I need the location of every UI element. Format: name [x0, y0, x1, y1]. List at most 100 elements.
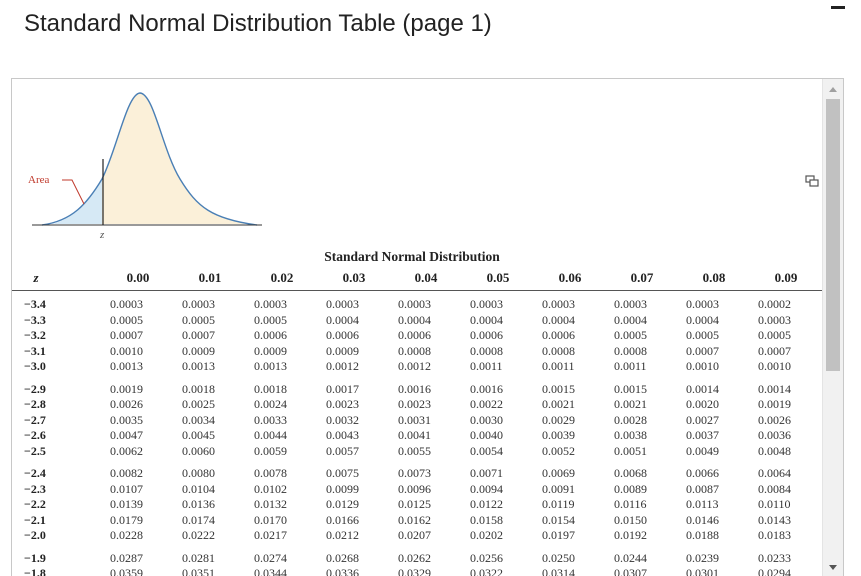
probability-cell: 0.0154: [542, 513, 602, 528]
probability-cell: 0.0005: [110, 313, 170, 328]
probability-cell: 0.0009: [182, 344, 242, 359]
probability-cell: 0.0010: [110, 344, 170, 359]
probability-cell: 0.0073: [398, 466, 458, 481]
probability-cell: 0.0071: [470, 466, 530, 481]
probability-cell: 0.0008: [542, 344, 602, 359]
table-viewer: Area z Standard Normal Distribution z 0.…: [11, 78, 844, 576]
column-header: 0.09: [750, 270, 822, 286]
chevron-down-icon[interactable]: [829, 565, 837, 570]
probability-cell: 0.0006: [470, 328, 530, 343]
probability-cell: 0.0212: [326, 528, 386, 543]
probability-cell: 0.0179: [110, 513, 170, 528]
scrollbar-thumb[interactable]: [826, 99, 840, 371]
probability-cell: 0.0026: [110, 397, 170, 412]
probability-cell: 0.0188: [686, 528, 746, 543]
probability-cell: 0.0010: [758, 359, 818, 374]
probability-cell: 0.0233: [758, 551, 818, 566]
probability-cell: 0.0004: [398, 313, 458, 328]
z-value-cell: −2.2: [24, 497, 64, 512]
normal-curve-figure: [12, 79, 272, 239]
minimize-icon[interactable]: [831, 6, 845, 9]
probability-cell: 0.0012: [326, 359, 386, 374]
probability-cell: 0.0192: [614, 528, 674, 543]
probability-cell: 0.0009: [254, 344, 314, 359]
probability-cell: 0.0005: [614, 328, 674, 343]
probability-cell: 0.0104: [182, 482, 242, 497]
probability-cell: 0.0064: [758, 466, 818, 481]
probability-cell: 0.0268: [326, 551, 386, 566]
z-value-cell: −1.9: [24, 551, 64, 566]
probability-cell: 0.0004: [614, 313, 674, 328]
probability-cell: 0.0091: [542, 482, 602, 497]
probability-cell: 0.0051: [614, 444, 674, 459]
probability-cell: 0.0222: [182, 528, 242, 543]
probability-cell: 0.0136: [182, 497, 242, 512]
probability-cell: 0.0029: [542, 413, 602, 428]
probability-cell: 0.0062: [110, 444, 170, 459]
probability-cell: 0.0005: [758, 328, 818, 343]
probability-cell: 0.0026: [758, 413, 818, 428]
probability-cell: 0.0008: [470, 344, 530, 359]
probability-cell: 0.0018: [182, 382, 242, 397]
scroll-viewport: Area z Standard Normal Distribution z 0.…: [12, 79, 823, 576]
probability-cell: 0.0113: [686, 497, 746, 512]
probability-cell: 0.0016: [470, 382, 530, 397]
column-header: 0.06: [534, 270, 606, 286]
probability-cell: 0.0034: [182, 413, 242, 428]
probability-cell: 0.0030: [470, 413, 530, 428]
probability-cell: 0.0003: [758, 313, 818, 328]
probability-cell: 0.0012: [398, 359, 458, 374]
probability-cell: 0.0132: [254, 497, 314, 512]
probability-cell: 0.0005: [686, 328, 746, 343]
probability-cell: 0.0202: [470, 528, 530, 543]
z-value-cell: −3.2: [24, 328, 64, 343]
probability-cell: 0.0052: [542, 444, 602, 459]
probability-cell: 0.0005: [254, 313, 314, 328]
probability-cell: 0.0082: [110, 466, 170, 481]
probability-cell: 0.0158: [470, 513, 530, 528]
probability-cell: 0.0007: [686, 344, 746, 359]
probability-cell: 0.0087: [686, 482, 746, 497]
probability-cell: 0.0041: [398, 428, 458, 443]
probability-cell: 0.0015: [614, 382, 674, 397]
column-header: 0.00: [102, 270, 174, 286]
probability-cell: 0.0049: [686, 444, 746, 459]
probability-cell: 0.0018: [254, 382, 314, 397]
probability-cell: 0.0036: [758, 428, 818, 443]
probability-cell: 0.0119: [542, 497, 602, 512]
probability-cell: 0.0060: [182, 444, 242, 459]
probability-cell: 0.0075: [326, 466, 386, 481]
z-axis-label: z: [100, 229, 104, 241]
probability-cell: 0.0008: [398, 344, 458, 359]
probability-cell: 0.0006: [398, 328, 458, 343]
probability-cell: 0.0110: [758, 497, 818, 512]
area-pointer-line: [62, 180, 84, 204]
probability-cell: 0.0174: [182, 513, 242, 528]
probability-cell: 0.0239: [686, 551, 746, 566]
probability-cell: 0.0008: [614, 344, 674, 359]
chevron-up-icon[interactable]: [829, 87, 837, 92]
probability-cell: 0.0003: [254, 297, 314, 312]
column-header: 0.08: [678, 270, 750, 286]
probability-cell: 0.0244: [614, 551, 674, 566]
popout-window-icon[interactable]: [805, 175, 819, 187]
probability-cell: 0.0146: [686, 513, 746, 528]
z-value-cell: −3.3: [24, 313, 64, 328]
probability-cell: 0.0007: [758, 344, 818, 359]
vertical-scrollbar[interactable]: [822, 79, 843, 576]
probability-cell: 0.0023: [398, 397, 458, 412]
probability-cell: 0.0048: [758, 444, 818, 459]
z-value-cell: −3.0: [24, 359, 64, 374]
probability-cell: 0.0122: [470, 497, 530, 512]
